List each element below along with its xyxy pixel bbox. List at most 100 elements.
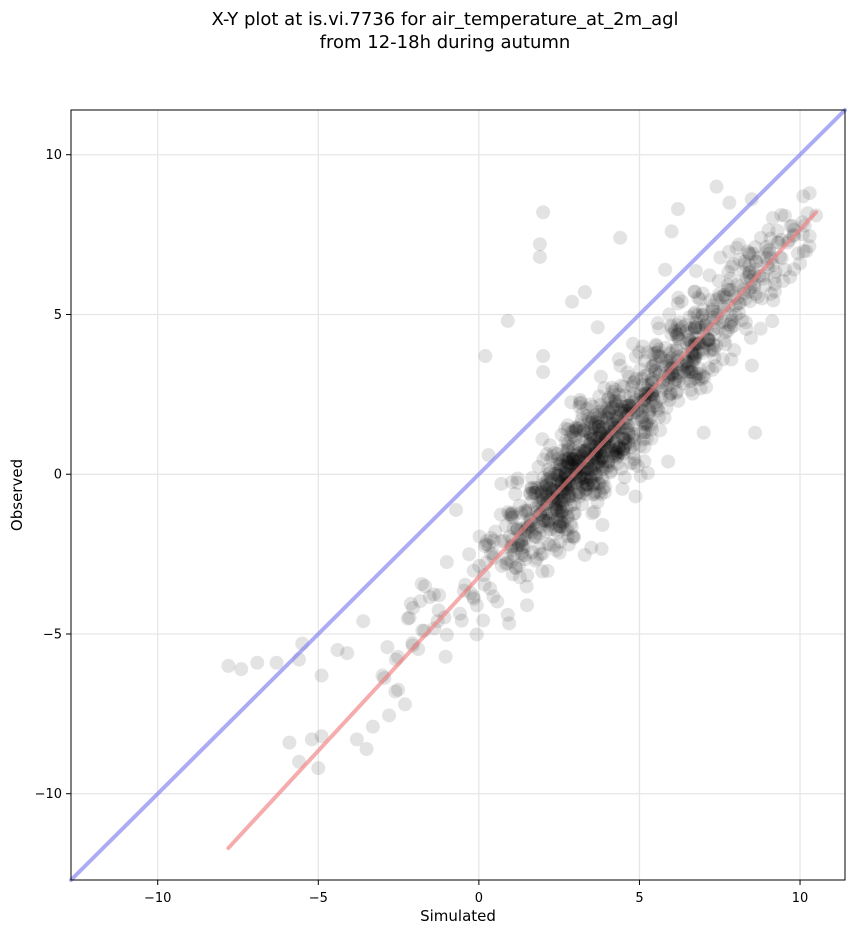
data-point [555,443,570,458]
data-point [777,208,792,223]
data-point [556,493,571,508]
data-point [554,459,569,474]
data-point [692,366,707,381]
data-point [705,362,720,377]
data-point [599,443,614,458]
data-point [519,522,534,537]
data-point [588,440,603,455]
data-point [340,646,355,661]
data-point [768,264,783,279]
data-point [695,345,710,360]
data-point [796,189,811,204]
data-point [561,476,576,491]
data-point [650,345,665,360]
data-point [359,742,374,757]
data-point [687,351,702,366]
data-point [581,424,596,439]
data-point [569,423,584,438]
data-point [742,246,757,261]
data-point [759,243,774,258]
data-point [606,388,621,403]
data-point [683,382,698,397]
data-point [765,211,780,226]
data-point [589,467,604,482]
data-point [613,405,628,420]
data-point [678,317,693,332]
data-point [514,535,529,550]
data-point [595,517,610,532]
data-point [586,458,601,473]
data-point [689,366,704,381]
data-point [702,268,717,283]
data-point [567,506,582,521]
data-point [597,437,612,452]
data-point [651,410,666,425]
data-point [536,349,551,364]
data-point [557,489,572,504]
data-point [572,424,587,439]
data-point [688,264,703,279]
data-point [642,404,657,419]
data-point [672,322,687,337]
data-point [613,230,628,245]
data-point [439,555,454,570]
data-point [593,426,608,441]
data-point [536,513,551,528]
data-point [540,536,555,551]
data-point [654,383,669,398]
data-point [697,313,712,328]
data-point [512,498,527,513]
data-point [689,315,704,330]
data-point [554,509,569,524]
data-point [589,467,604,482]
data-point [566,448,581,463]
data-point [713,250,728,265]
data-point [432,588,447,603]
data-point [614,403,629,418]
data-point [636,425,651,440]
data-point [605,380,620,395]
data-point [479,534,494,549]
data-point [550,525,565,540]
data-point [561,422,576,437]
data-point [583,473,598,488]
data-point [558,452,573,467]
gridlines [71,110,845,880]
data-point [405,600,420,615]
data-point [543,516,558,531]
data-point [650,401,665,416]
data-point [499,551,514,566]
data-point [579,443,594,458]
data-point [541,512,556,527]
data-point [304,732,319,747]
data-point [586,431,601,446]
data-point [717,333,732,348]
data-point [598,480,613,495]
data-point [637,353,652,368]
data-point [597,381,612,396]
data-point [518,539,533,554]
data-point [577,285,592,300]
data-point [330,642,345,657]
data-point [559,479,574,494]
data-point [580,408,595,423]
data-point [561,456,576,471]
data-point [588,476,603,491]
data-point [552,500,567,515]
data-point [742,247,757,262]
data-point [566,530,581,545]
data-point [522,486,537,501]
data-point [639,415,654,430]
data-point [616,441,631,456]
data-point [616,442,631,457]
data-point [608,393,623,408]
data-point [670,318,685,333]
data-point [669,341,684,356]
x-tick-label: 5 [635,891,643,906]
data-point [591,415,606,430]
data-point [692,361,707,376]
data-point [626,375,641,390]
data-point [558,434,573,449]
data-point [574,444,589,459]
data-point [648,362,663,377]
